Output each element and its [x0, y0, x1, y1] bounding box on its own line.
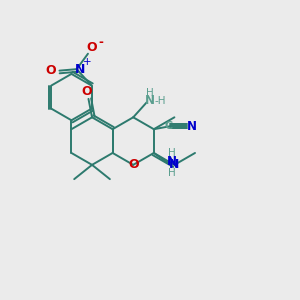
Text: +: +	[83, 57, 92, 67]
Text: -: -	[98, 36, 103, 49]
Text: N: N	[169, 158, 180, 171]
Text: N: N	[145, 94, 154, 107]
Text: H: H	[168, 168, 176, 178]
Text: N: N	[167, 155, 177, 168]
Text: O: O	[82, 85, 92, 98]
Text: O: O	[128, 158, 139, 171]
Text: H: H	[168, 148, 176, 158]
Text: O: O	[86, 41, 97, 54]
Text: H: H	[146, 88, 153, 98]
Text: N: N	[74, 63, 85, 76]
Text: O: O	[46, 64, 56, 77]
Text: C: C	[165, 121, 173, 131]
Text: N: N	[187, 120, 197, 133]
Text: -H: -H	[154, 96, 166, 106]
